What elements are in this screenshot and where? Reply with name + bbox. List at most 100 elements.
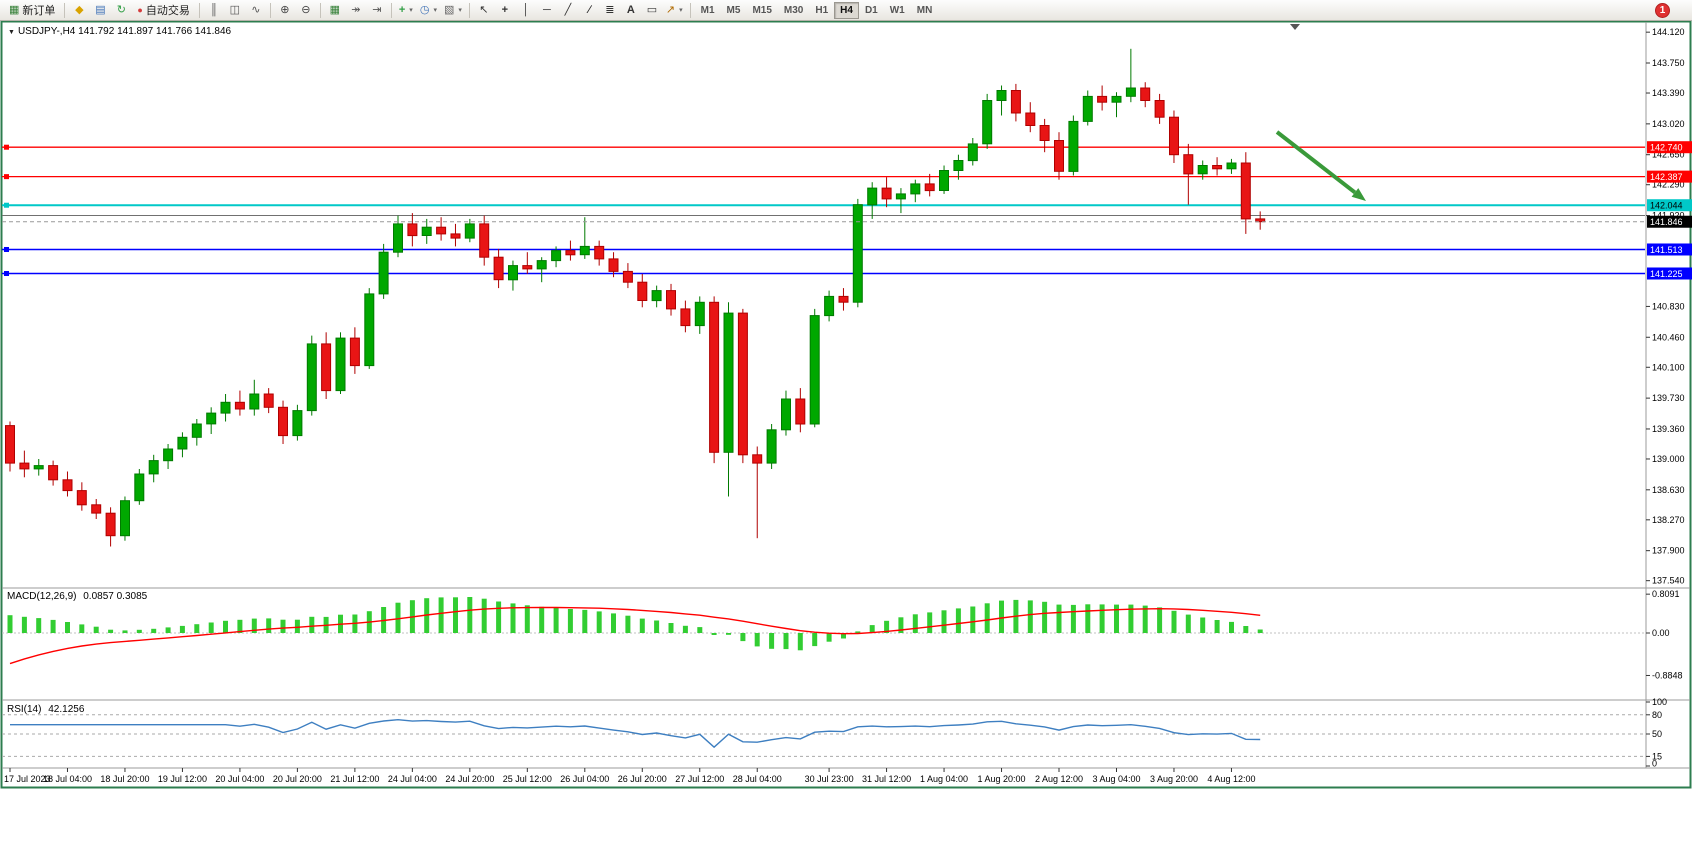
candlestick-chart-button[interactable]: ◫: [225, 1, 245, 19]
timeframe-W1[interactable]: W1: [884, 2, 911, 19]
macd-bar: [136, 629, 142, 633]
timeframe-H4[interactable]: H4: [834, 1, 859, 19]
candle-body: [220, 401, 231, 414]
line-handle[interactable]: [4, 144, 9, 150]
macd-bar: [769, 633, 775, 649]
line-handle[interactable]: [4, 270, 9, 276]
macd-bar: [151, 628, 157, 633]
time-label: 24 Jul 04:00: [388, 774, 437, 784]
shapes-button[interactable]: ↗ ▾: [663, 1, 686, 19]
candle-body: [1154, 100, 1165, 118]
time-label: 26 Jul 04:00: [560, 774, 609, 784]
crosshair-button[interactable]: +: [495, 1, 515, 19]
macd-bar: [884, 620, 890, 633]
price-tick-label: 138.270: [1652, 515, 1685, 525]
macd-bar: [1042, 601, 1048, 633]
trendline-button[interactable]: ╱: [558, 1, 578, 19]
periods-button[interactable]: ◷ ▾: [417, 1, 440, 19]
candle-body: [1082, 95, 1093, 122]
metaeditor-icon: ◆: [75, 3, 84, 16]
macd-bar: [1229, 621, 1234, 633]
vertical-line-button[interactable]: │: [516, 1, 536, 19]
candle-body: [306, 343, 317, 412]
macd-bar: [524, 605, 530, 633]
rsi-axis-label: 50: [1652, 729, 1662, 739]
market-watch-button[interactable]: ▤: [90, 1, 110, 19]
candle-body: [1240, 162, 1251, 220]
macd-bar: [596, 611, 602, 633]
collapse-icon[interactable]: ▼: [8, 29, 15, 36]
line-chart-button[interactable]: ∿: [246, 1, 266, 19]
bar-chart-button[interactable]: ║: [204, 1, 224, 19]
rsi-axis-label: 0: [1652, 759, 1657, 769]
zoom-in-button[interactable]: ⊕: [275, 1, 295, 19]
timeframe-D1[interactable]: D1: [859, 2, 884, 19]
candle-body: [594, 245, 605, 260]
macd-bar: [1257, 629, 1263, 633]
candle-body: [1039, 125, 1050, 141]
chevron-down-icon: ▾: [409, 7, 413, 14]
timeframe-M1[interactable]: M1: [695, 2, 721, 19]
horizontal-line-button[interactable]: ─: [537, 1, 557, 19]
zoom-in-icon: ⊕: [280, 3, 290, 16]
price-tick-label: 140.830: [1652, 301, 1685, 311]
text-icon: A: [626, 3, 635, 16]
auto-scroll-button[interactable]: ↠: [346, 1, 366, 19]
timeframe-H1[interactable]: H1: [809, 2, 834, 19]
autotrading-button[interactable]: ● 自动交易: [132, 1, 194, 19]
tile-windows-button[interactable]: ▦: [325, 1, 345, 19]
refresh-button[interactable]: ↻: [111, 1, 131, 19]
notification-badge[interactable]: 1: [1655, 3, 1670, 18]
templates-icon: ▧: [443, 3, 455, 16]
arrow-annotation-head[interactable]: [1351, 188, 1366, 201]
fibonacci-button[interactable]: ≣: [600, 1, 620, 19]
macd-bar: [1243, 626, 1249, 633]
candle-body: [421, 226, 432, 236]
candle-body: [1183, 154, 1194, 175]
candle-body: [1212, 165, 1223, 170]
chart-shift-marker[interactable]: [1290, 24, 1300, 30]
channel-button[interactable]: ∕∕: [579, 1, 599, 19]
templates-button[interactable]: ▧ ▾: [441, 1, 465, 19]
zoom-out-button[interactable]: ⊖: [296, 1, 316, 19]
macd-bar: [841, 633, 846, 639]
arrow-annotation[interactable]: [1275, 130, 1357, 194]
candle-body: [766, 429, 777, 464]
candle-body: [1125, 87, 1136, 97]
cursor-icon: ↖: [479, 3, 489, 16]
timeframe-MN[interactable]: MN: [911, 2, 939, 19]
macd-bar: [280, 619, 286, 633]
new-order-button[interactable]: ▦ 新订单: [4, 1, 60, 19]
metaeditor-button[interactable]: ◆: [69, 1, 89, 19]
candle-body: [1169, 116, 1179, 156]
line-handle[interactable]: [4, 202, 9, 208]
macd-bar: [237, 619, 243, 633]
time-label: 17 Jul 2023: [4, 774, 51, 784]
macd-bar: [539, 606, 545, 633]
macd-bar: [726, 633, 731, 635]
candle-body: [76, 490, 87, 506]
candle-body: [335, 337, 346, 392]
rsi-label: RSI(14): [7, 704, 42, 715]
chart-shift-button[interactable]: ⇥: [367, 1, 387, 19]
cursor-button[interactable]: ↖: [474, 1, 494, 19]
line-handle[interactable]: [4, 174, 9, 180]
candle-body: [436, 226, 447, 235]
chevron-down-icon: ▾: [458, 7, 462, 14]
macd-header: MACD(12,26,9) 0.0857 0.3085: [7, 591, 147, 602]
candle-body: [1226, 162, 1237, 170]
macd-bar: [108, 629, 114, 633]
line-handle[interactable]: [4, 246, 9, 252]
timeframe-M5[interactable]: M5: [721, 2, 747, 19]
chevron-down-icon: ▾: [433, 7, 437, 14]
candle-body: [62, 479, 73, 492]
text-button[interactable]: A: [621, 1, 641, 19]
candle-body: [723, 312, 734, 453]
timeframe-M15[interactable]: M15: [746, 2, 777, 19]
indicators-button[interactable]: + ▾: [396, 1, 416, 19]
price-tick-label: 139.000: [1652, 454, 1685, 464]
text-label-button[interactable]: ▭: [642, 1, 662, 19]
timeframe-M30[interactable]: M30: [778, 2, 809, 19]
